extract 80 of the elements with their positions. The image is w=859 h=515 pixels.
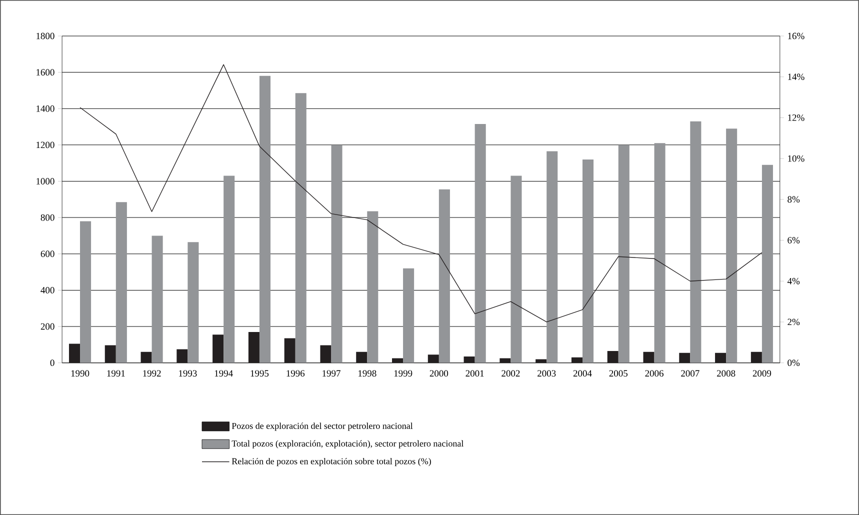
y2-tick-label: 14% [788, 74, 804, 80]
bar [176, 349, 188, 363]
bar [320, 345, 332, 363]
x-tick-label: 1991 [107, 370, 125, 377]
bar [762, 164, 773, 363]
bar [536, 359, 547, 363]
y2-tick-label: 0% [788, 360, 800, 366]
bar [428, 354, 439, 363]
legend-label: Total pozos (exploración, explotación), sector petrolero nacional [232, 440, 464, 448]
bar [726, 128, 738, 363]
x-tick-label: 1995 [250, 370, 269, 377]
bar [116, 202, 127, 363]
y-tick-label: 800 [40, 214, 54, 221]
x-tick-label: 2004 [573, 370, 592, 377]
bar [152, 236, 163, 363]
bar [510, 176, 522, 363]
x-tick-label: 1994 [214, 370, 233, 377]
bar [284, 338, 296, 363]
x-tick-label: 1999 [394, 370, 412, 377]
y-tick-label: 1800 [36, 32, 54, 40]
bar [654, 143, 666, 363]
bar [140, 352, 152, 363]
bar [582, 159, 594, 363]
y2-tick-label: 4% [787, 278, 800, 284]
bar [571, 357, 582, 363]
y2-tick-label: 10% [788, 155, 804, 162]
bar [607, 350, 618, 363]
y2-tick-label: 8% [788, 196, 800, 203]
y2-tick-label: 12% [788, 114, 804, 121]
bar [224, 176, 235, 363]
y2-tick-label: 2% [788, 318, 800, 326]
legend-label: Relación de pozos en explotación sobre total pozos (%) [232, 458, 431, 466]
bar [212, 334, 224, 363]
y-tick-label: 400 [40, 286, 54, 294]
y2-tick-label: 6% [788, 236, 800, 244]
bar [104, 345, 116, 363]
bar [259, 76, 270, 363]
y-tick-label: 0 [50, 360, 54, 366]
x-tick-label: 2005 [609, 370, 628, 377]
bar [474, 124, 486, 363]
bar [715, 352, 726, 363]
x-tick-label: 2003 [538, 370, 556, 377]
x-tick-label: 2007 [681, 370, 700, 377]
y-tick-label: 200 [40, 323, 54, 330]
y-tick-label: 1200 [36, 142, 54, 148]
y-tick-label: 1600 [36, 69, 54, 76]
x-tick-label: 1992 [143, 370, 161, 377]
bar [546, 151, 558, 363]
bar [188, 242, 199, 363]
x-tick-label: 2000 [430, 370, 448, 377]
x-tick-label: 2009 [752, 370, 772, 377]
bar [679, 352, 690, 363]
x-tick-label: 2008 [716, 370, 736, 377]
bar [367, 211, 378, 363]
y-tick-label: 1000 [36, 178, 54, 184]
bar [690, 121, 702, 363]
bar [643, 352, 654, 363]
y-tick-label: 1400 [36, 105, 54, 112]
bar [80, 221, 92, 363]
x-tick-label: 1998 [358, 370, 376, 377]
bar [356, 352, 368, 363]
x-tick-label: 1993 [179, 370, 197, 377]
bar [68, 344, 80, 363]
x-tick-label: 2006 [645, 370, 664, 377]
bar [331, 144, 342, 363]
bar [438, 189, 450, 363]
legend-label: Pozos de exploración del sector petrolero nacional [232, 422, 413, 431]
y-tick-label: 600 [40, 250, 54, 258]
bar [403, 268, 414, 363]
y2-tick-label: 16% [788, 32, 804, 40]
x-tick-label: 2001 [466, 370, 484, 377]
x-tick-label: 1997 [322, 370, 340, 377]
bar [464, 356, 475, 363]
bar [295, 93, 306, 363]
bar [618, 144, 630, 363]
x-tick-label: 2002 [502, 370, 520, 377]
bar [248, 332, 260, 363]
bar [750, 352, 762, 363]
x-tick-label: 1996 [286, 370, 305, 377]
x-tick-label: 1990 [71, 370, 90, 377]
